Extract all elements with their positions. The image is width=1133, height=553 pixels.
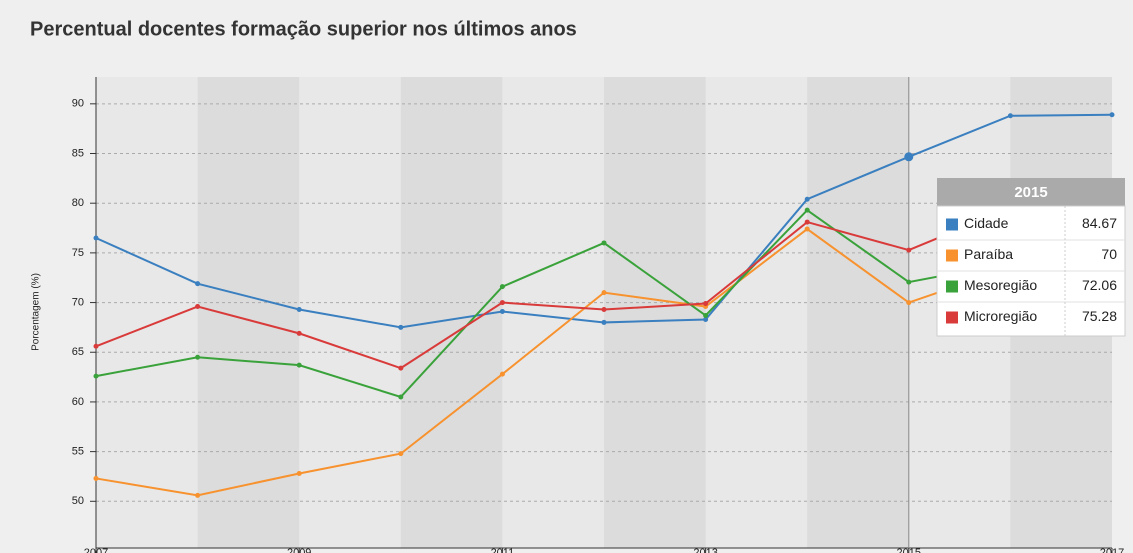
data-point xyxy=(703,316,709,322)
data-point xyxy=(296,470,302,476)
data-point xyxy=(703,312,709,318)
y-tick-label: 70 xyxy=(72,296,84,308)
x-tick-label: 2013 xyxy=(693,547,717,553)
legend-label: Paraíba xyxy=(964,246,1013,262)
data-point xyxy=(398,365,404,371)
tooltip: 2015 Cidade 84.67 Paraíba 70 Mesoregião 72.06 M… xyxy=(936,178,1126,337)
data-point xyxy=(93,343,99,349)
data-point xyxy=(906,247,912,253)
tooltip-header-bg xyxy=(937,178,1125,206)
data-point xyxy=(601,319,607,325)
data-point xyxy=(296,307,302,313)
data-point xyxy=(601,290,607,296)
legend-swatch xyxy=(946,280,958,293)
tooltip-value: 70 xyxy=(1101,246,1117,262)
legend-swatch xyxy=(946,311,958,324)
data-point xyxy=(195,354,201,360)
y-tick-label: 50 xyxy=(72,495,84,507)
data-point xyxy=(499,284,505,290)
data-point xyxy=(296,362,302,368)
legend-swatch xyxy=(946,218,958,231)
y-tick-label: 55 xyxy=(72,446,84,458)
y-tick-label: 65 xyxy=(72,346,84,358)
data-point xyxy=(499,309,505,315)
y-tick-label: 60 xyxy=(72,396,84,408)
data-point xyxy=(499,371,505,377)
data-point xyxy=(906,279,912,285)
band xyxy=(604,77,706,548)
y-tick-label: 80 xyxy=(72,197,84,209)
data-point xyxy=(804,207,810,213)
data-point xyxy=(804,226,810,232)
data-point xyxy=(804,219,810,225)
y-tick-label: 85 xyxy=(72,147,84,159)
x-tick-label: 2015 xyxy=(897,547,921,553)
x-tick-label: 2017 xyxy=(1100,547,1124,553)
x-tick-label: 2009 xyxy=(287,547,311,553)
data-point xyxy=(93,475,99,481)
y-axis-label: Porcentagem (%) xyxy=(31,273,42,351)
data-point xyxy=(195,492,201,498)
data-point xyxy=(398,451,404,457)
data-point xyxy=(804,196,810,202)
x-tick-label: 2011 xyxy=(491,547,515,553)
chart-title: Percentual docentes formação superior no… xyxy=(30,18,577,40)
tooltip-value: 75.28 xyxy=(1082,308,1117,324)
band xyxy=(807,77,909,548)
data-point xyxy=(601,240,607,246)
tooltip-value: 72.06 xyxy=(1082,277,1117,293)
y-tick-label: 90 xyxy=(72,98,84,110)
legend-label: Mesoregião xyxy=(964,277,1037,293)
data-point xyxy=(703,301,709,307)
data-point xyxy=(601,307,607,313)
data-point xyxy=(93,373,99,379)
legend-label: Cidade xyxy=(964,215,1009,231)
tooltip-value: 84.67 xyxy=(1082,215,1117,231)
tooltip-title: 2015 xyxy=(1014,184,1047,201)
data-point xyxy=(398,324,404,330)
data-point xyxy=(904,152,914,162)
data-point xyxy=(195,304,201,310)
band xyxy=(197,77,300,548)
legend-label: Microregião xyxy=(964,308,1037,324)
data-point xyxy=(499,300,505,306)
data-point xyxy=(296,330,302,336)
data-point xyxy=(93,235,99,241)
x-tick-label: 2007 xyxy=(84,547,108,553)
data-point xyxy=(398,394,404,400)
data-point xyxy=(1109,112,1115,118)
y-tick-label: 75 xyxy=(72,247,84,259)
legend-swatch xyxy=(946,249,958,262)
data-point xyxy=(1007,113,1013,119)
data-point xyxy=(195,281,201,287)
data-point xyxy=(906,300,912,306)
